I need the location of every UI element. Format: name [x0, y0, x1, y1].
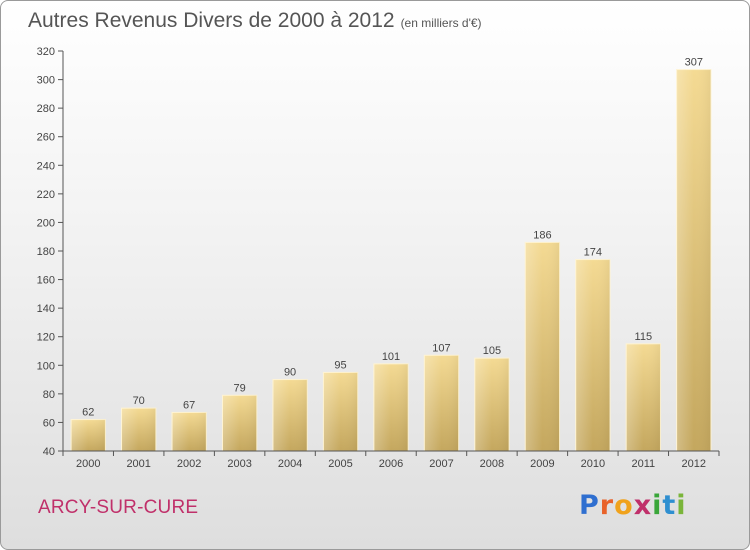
y-tick-label: 200	[37, 217, 55, 229]
bar-value-label: 95	[334, 359, 346, 371]
bar-shine	[676, 69, 711, 452]
y-tick-label: 80	[43, 389, 55, 401]
bar-shine	[272, 379, 308, 451]
x-tick-label: 2001	[126, 458, 150, 470]
bar-shine	[171, 412, 207, 451]
y-tick-label: 140	[37, 303, 55, 315]
logo-letter: P	[579, 490, 600, 521]
chart-title-unit: (en milliers d'€)	[400, 16, 482, 30]
y-tick-label: 120	[37, 332, 55, 344]
bars: 62 70 67 79 90 95 101 107 105 186 174 115 307	[70, 57, 712, 452]
x-tick-label: 2003	[227, 458, 251, 470]
bar-shine	[575, 259, 611, 451]
bar-shine	[474, 358, 510, 451]
bar-value-label: 105	[483, 345, 501, 357]
y-tick-label: 100	[37, 360, 55, 372]
logo-letter: i	[652, 490, 663, 521]
x-tick-label: 2000	[76, 458, 100, 470]
bar-value-label: 174	[584, 247, 602, 259]
bar-shine	[323, 372, 358, 451]
bar-shine	[373, 363, 409, 451]
bar-value-label: 115	[635, 331, 653, 343]
x-tick-label: 2009	[530, 458, 554, 470]
y-tick-label: 260	[37, 132, 55, 144]
y-tick-label: 180	[37, 246, 55, 258]
x-tick-label: 2004	[278, 458, 302, 470]
logo-letter: o	[614, 490, 634, 521]
bar-shine	[626, 343, 661, 451]
chart-title-main: Autres Revenus Divers de 2000 à 2012	[28, 9, 395, 32]
logo-letter: i	[676, 490, 687, 521]
y-tick-label: 280	[37, 103, 55, 115]
x-tick-label: 2010	[581, 458, 605, 470]
bar-value-label: 307	[685, 57, 703, 69]
x-tick-label: 2011	[631, 458, 655, 470]
bar-value-label: 101	[382, 351, 400, 363]
y-tick-label: 40	[43, 446, 55, 458]
bar-value-label: 62	[82, 407, 94, 419]
proxiti-logo[interactable]: Proxiti	[579, 490, 687, 521]
bar-shine	[222, 395, 257, 451]
x-tick-label: 2007	[429, 458, 453, 470]
y-tick-label: 240	[37, 160, 55, 172]
bar-value-label: 70	[133, 395, 145, 407]
y-tick-label: 320	[37, 46, 55, 58]
y-tick-label: 300	[37, 75, 55, 87]
bar-shine	[121, 408, 156, 451]
logo-letter: x	[633, 490, 653, 521]
chart-title: Autres Revenus Divers de 2000 à 2012 (en …	[28, 9, 482, 33]
bar-shine	[525, 242, 560, 451]
logo-letter: r	[599, 490, 615, 521]
bar-shine	[71, 419, 106, 451]
x-tick-label: 2002	[177, 458, 201, 470]
bar-value-label: 107	[432, 342, 450, 354]
y-axis: 40 60 80 100 120 140 160 180 200 220 240 260 280 300 3…	[37, 46, 64, 458]
x-tick-label: 2006	[379, 458, 403, 470]
bar-value-label: 67	[183, 399, 195, 411]
x-tick-label: 2012	[682, 458, 706, 470]
y-tick-label: 60	[43, 417, 55, 429]
bar-value-label: 186	[533, 229, 551, 241]
y-tick-label: 220	[37, 189, 55, 201]
x-tick-label: 2005	[328, 458, 352, 470]
y-tick-label: 160	[37, 275, 55, 287]
place-label: ARCY-SUR-CURE	[38, 497, 199, 518]
bar-value-label: 90	[284, 367, 296, 379]
x-tick-label: 2008	[480, 458, 504, 470]
x-axis: 2000 2001 2002 2003 2004 2005 2006 2007 2008 2009…	[62, 450, 720, 470]
logo-letter: t	[662, 490, 677, 521]
bar-value-label: 79	[233, 382, 245, 394]
bar-shine	[424, 355, 459, 451]
